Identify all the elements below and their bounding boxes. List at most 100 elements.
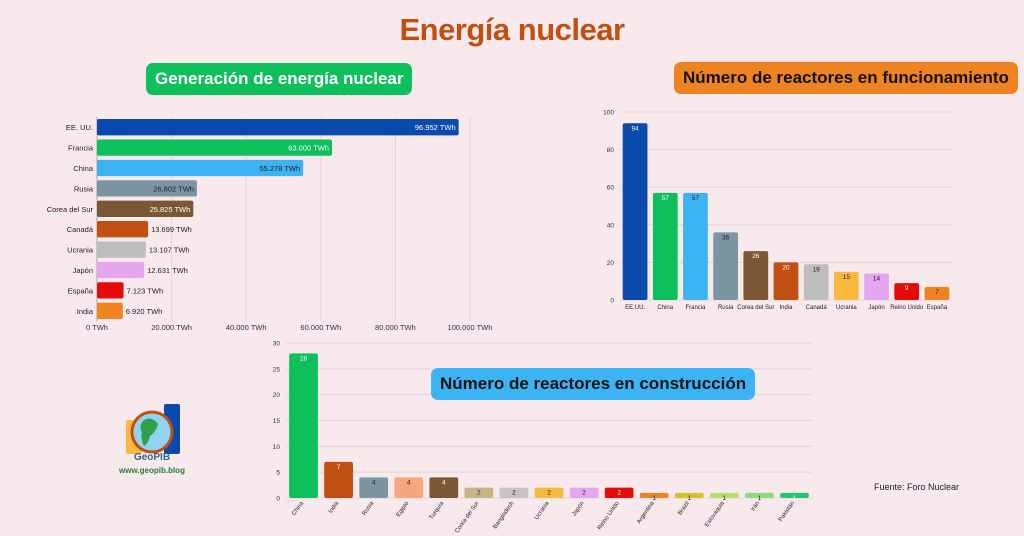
v-value-label: 2 bbox=[547, 490, 551, 497]
v-value-label: 15 bbox=[843, 274, 851, 281]
v-value-label: 1 bbox=[758, 495, 762, 502]
v-bar bbox=[289, 353, 318, 498]
v-category-label: China bbox=[291, 500, 305, 517]
v-value-label: 2 bbox=[617, 490, 621, 497]
v-category-label: Egipto bbox=[396, 500, 411, 518]
v-value-label: 57 bbox=[692, 195, 700, 202]
v-bar bbox=[683, 192, 708, 300]
h-bar bbox=[97, 261, 145, 279]
source-note: Fuente: Foro Nuclear bbox=[874, 482, 960, 492]
h-value-label: 7.123 TWh bbox=[127, 286, 164, 295]
v-value-label: 9 bbox=[905, 285, 909, 292]
v-category-label: Rusia bbox=[362, 500, 376, 517]
v-bar bbox=[652, 192, 678, 300]
v-bar bbox=[639, 492, 669, 498]
h-bar bbox=[97, 302, 123, 319]
v-category-label: Ucrania bbox=[836, 305, 857, 311]
v-category-label: Reino Unido bbox=[597, 500, 621, 531]
v-category-label: China bbox=[657, 305, 673, 311]
v-bar bbox=[604, 487, 634, 498]
v-category-label: Bangladesh bbox=[492, 501, 515, 530]
v-category-label: Japón bbox=[868, 305, 884, 311]
h-bar bbox=[97, 282, 124, 299]
v-category-label: Corea del Sur bbox=[737, 305, 774, 311]
logo-name: GeoPIB bbox=[133, 452, 171, 463]
h-bar bbox=[97, 221, 149, 238]
v-bar bbox=[499, 487, 529, 498]
v-category-label: Ucrania bbox=[534, 500, 551, 521]
v-bar bbox=[773, 262, 799, 300]
v-ytick-label: 20 bbox=[273, 392, 281, 399]
v-ytick-label: 60 bbox=[607, 185, 615, 192]
v-value-label: 2 bbox=[512, 490, 516, 497]
v-category-label: Eslovaquia bbox=[704, 500, 726, 528]
geopib-logo bbox=[126, 404, 180, 454]
v-category-label: Corea del Sur bbox=[454, 501, 480, 535]
h-category-label: Rusia bbox=[74, 184, 94, 193]
v-category-label: India bbox=[779, 305, 793, 311]
v-bar bbox=[464, 487, 494, 498]
v-category-label: Argentina bbox=[636, 500, 656, 525]
h-category-label: China bbox=[73, 164, 93, 173]
v-category-label: España bbox=[927, 305, 948, 311]
v-ytick-label: 30 bbox=[273, 341, 281, 348]
v-ytick-label: 15 bbox=[273, 418, 281, 425]
operating-reactors-chart-title: Número de reactores en funcionamiento bbox=[674, 62, 1018, 94]
v-category-label: Irán bbox=[750, 501, 761, 513]
v-bar bbox=[324, 461, 353, 498]
h-value-label: 96.952 TWh bbox=[415, 123, 456, 132]
v-bar bbox=[745, 492, 774, 498]
h-value-label: 26.802 TWh bbox=[153, 184, 194, 193]
h-xtick-label: 100.000 TWh bbox=[448, 323, 493, 332]
v-value-label: 26 bbox=[752, 253, 760, 260]
v-bar bbox=[359, 477, 389, 498]
v-category-label: EE.UU. bbox=[625, 305, 645, 311]
v-value-label: 7 bbox=[935, 289, 939, 296]
v-category-label: Brazil bbox=[677, 501, 691, 517]
v-bar bbox=[674, 492, 704, 498]
v-bar bbox=[864, 273, 889, 300]
h-category-label: Ucrania bbox=[67, 246, 94, 255]
v-value-label: 4 bbox=[372, 479, 376, 486]
h-category-label: Corea del Sur bbox=[47, 205, 94, 214]
h-bar bbox=[97, 159, 304, 177]
v-value-label: 36 bbox=[722, 234, 730, 241]
v-ytick-label: 25 bbox=[273, 366, 281, 373]
v-ytick-label: 0 bbox=[610, 298, 614, 305]
main-title: Energía nuclear bbox=[399, 12, 625, 47]
v-value-label: 2 bbox=[582, 490, 586, 497]
v-bar bbox=[569, 487, 599, 498]
v-value-label: 14 bbox=[873, 276, 881, 283]
v-category-label: Reino Unido bbox=[890, 305, 924, 311]
h-bar bbox=[97, 139, 332, 156]
v-bar bbox=[429, 477, 459, 498]
v-value-label: 1 bbox=[652, 495, 656, 502]
v-category-label: India bbox=[328, 500, 341, 515]
h-category-label: España bbox=[68, 286, 94, 295]
h-value-label: 55.278 TWh bbox=[259, 164, 300, 173]
generation-chart-title: Generación de energía nuclear bbox=[146, 63, 413, 95]
v-value-label: 57 bbox=[662, 195, 670, 202]
v-value-label: 4 bbox=[442, 479, 446, 486]
v-ytick-label: 10 bbox=[273, 444, 281, 451]
v-value-label: 7 bbox=[337, 464, 341, 471]
v-ytick-label: 80 bbox=[607, 147, 615, 154]
v-value-label: 94 bbox=[631, 125, 639, 132]
v-value-label: 4 bbox=[407, 479, 411, 486]
v-ytick-label: 100 bbox=[603, 110, 614, 117]
h-value-label: 6.920 TWh bbox=[126, 307, 163, 316]
v-category-label: Rusia bbox=[718, 305, 734, 311]
h-value-label: 13.107 TWh bbox=[149, 246, 190, 255]
h-xtick-label: 60.000 TWh bbox=[300, 323, 341, 332]
v-bar bbox=[743, 251, 769, 300]
h-bar bbox=[97, 200, 194, 217]
h-category-label: India bbox=[77, 307, 94, 316]
h-value-label: 12.631 TWh bbox=[147, 266, 188, 275]
v-value-label: 1 bbox=[793, 495, 797, 502]
v-value-label: 2 bbox=[477, 490, 481, 497]
h-category-label: Canadá bbox=[67, 225, 94, 234]
v-bar bbox=[622, 123, 648, 300]
v-bar bbox=[894, 283, 920, 300]
h-value-label: 25.825 TWh bbox=[150, 205, 191, 214]
